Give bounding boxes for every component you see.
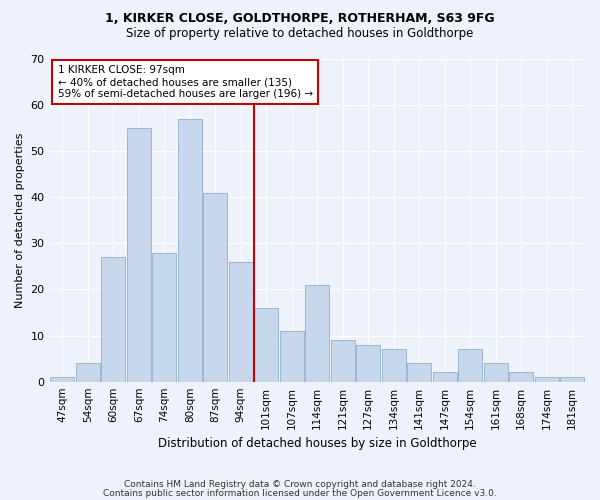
Text: Size of property relative to detached houses in Goldthorpe: Size of property relative to detached ho… xyxy=(127,28,473,40)
Bar xyxy=(254,308,278,382)
Bar xyxy=(203,192,227,382)
Text: Contains HM Land Registry data © Crown copyright and database right 2024.: Contains HM Land Registry data © Crown c… xyxy=(124,480,476,489)
Bar xyxy=(305,285,329,382)
Y-axis label: Number of detached properties: Number of detached properties xyxy=(15,132,25,308)
Bar xyxy=(331,340,355,382)
Bar xyxy=(178,119,202,382)
Bar xyxy=(509,372,533,382)
Bar xyxy=(407,363,431,382)
Bar xyxy=(229,262,253,382)
Bar xyxy=(382,350,406,382)
Bar xyxy=(127,128,151,382)
Text: Contains public sector information licensed under the Open Government Licence v3: Contains public sector information licen… xyxy=(103,488,497,498)
Bar xyxy=(101,257,125,382)
Bar xyxy=(50,377,74,382)
Bar xyxy=(76,363,100,382)
Bar xyxy=(484,363,508,382)
Bar xyxy=(458,350,482,382)
Bar xyxy=(433,372,457,382)
Bar xyxy=(152,252,176,382)
X-axis label: Distribution of detached houses by size in Goldthorpe: Distribution of detached houses by size … xyxy=(158,437,476,450)
Text: 1 KIRKER CLOSE: 97sqm
← 40% of detached houses are smaller (135)
59% of semi-det: 1 KIRKER CLOSE: 97sqm ← 40% of detached … xyxy=(58,66,313,98)
Bar xyxy=(280,331,304,382)
Bar xyxy=(560,377,584,382)
Bar xyxy=(356,345,380,382)
Text: 1, KIRKER CLOSE, GOLDTHORPE, ROTHERHAM, S63 9FG: 1, KIRKER CLOSE, GOLDTHORPE, ROTHERHAM, … xyxy=(105,12,495,26)
Bar xyxy=(535,377,559,382)
